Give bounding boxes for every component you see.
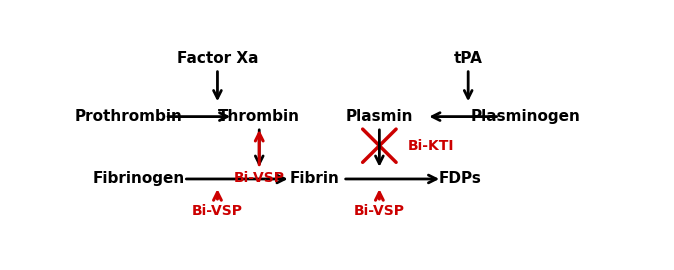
Text: Bi-VSP: Bi-VSP bbox=[192, 204, 243, 218]
Text: Prothrombin: Prothrombin bbox=[75, 109, 183, 124]
Text: Fibrin: Fibrin bbox=[289, 171, 339, 187]
Text: Bi-VSP: Bi-VSP bbox=[234, 171, 284, 185]
Text: Bi-VSP: Bi-VSP bbox=[354, 204, 405, 218]
Text: Plasminogen: Plasminogen bbox=[470, 109, 580, 124]
Text: Plasmin: Plasmin bbox=[346, 109, 413, 124]
Text: FDPs: FDPs bbox=[439, 171, 482, 187]
Text: Thrombin: Thrombin bbox=[218, 109, 300, 124]
Text: tPA: tPA bbox=[454, 51, 483, 66]
Text: Bi-KTI: Bi-KTI bbox=[408, 139, 454, 153]
Text: Factor Xa: Factor Xa bbox=[177, 51, 258, 66]
Text: Fibrinogen: Fibrinogen bbox=[93, 171, 185, 187]
